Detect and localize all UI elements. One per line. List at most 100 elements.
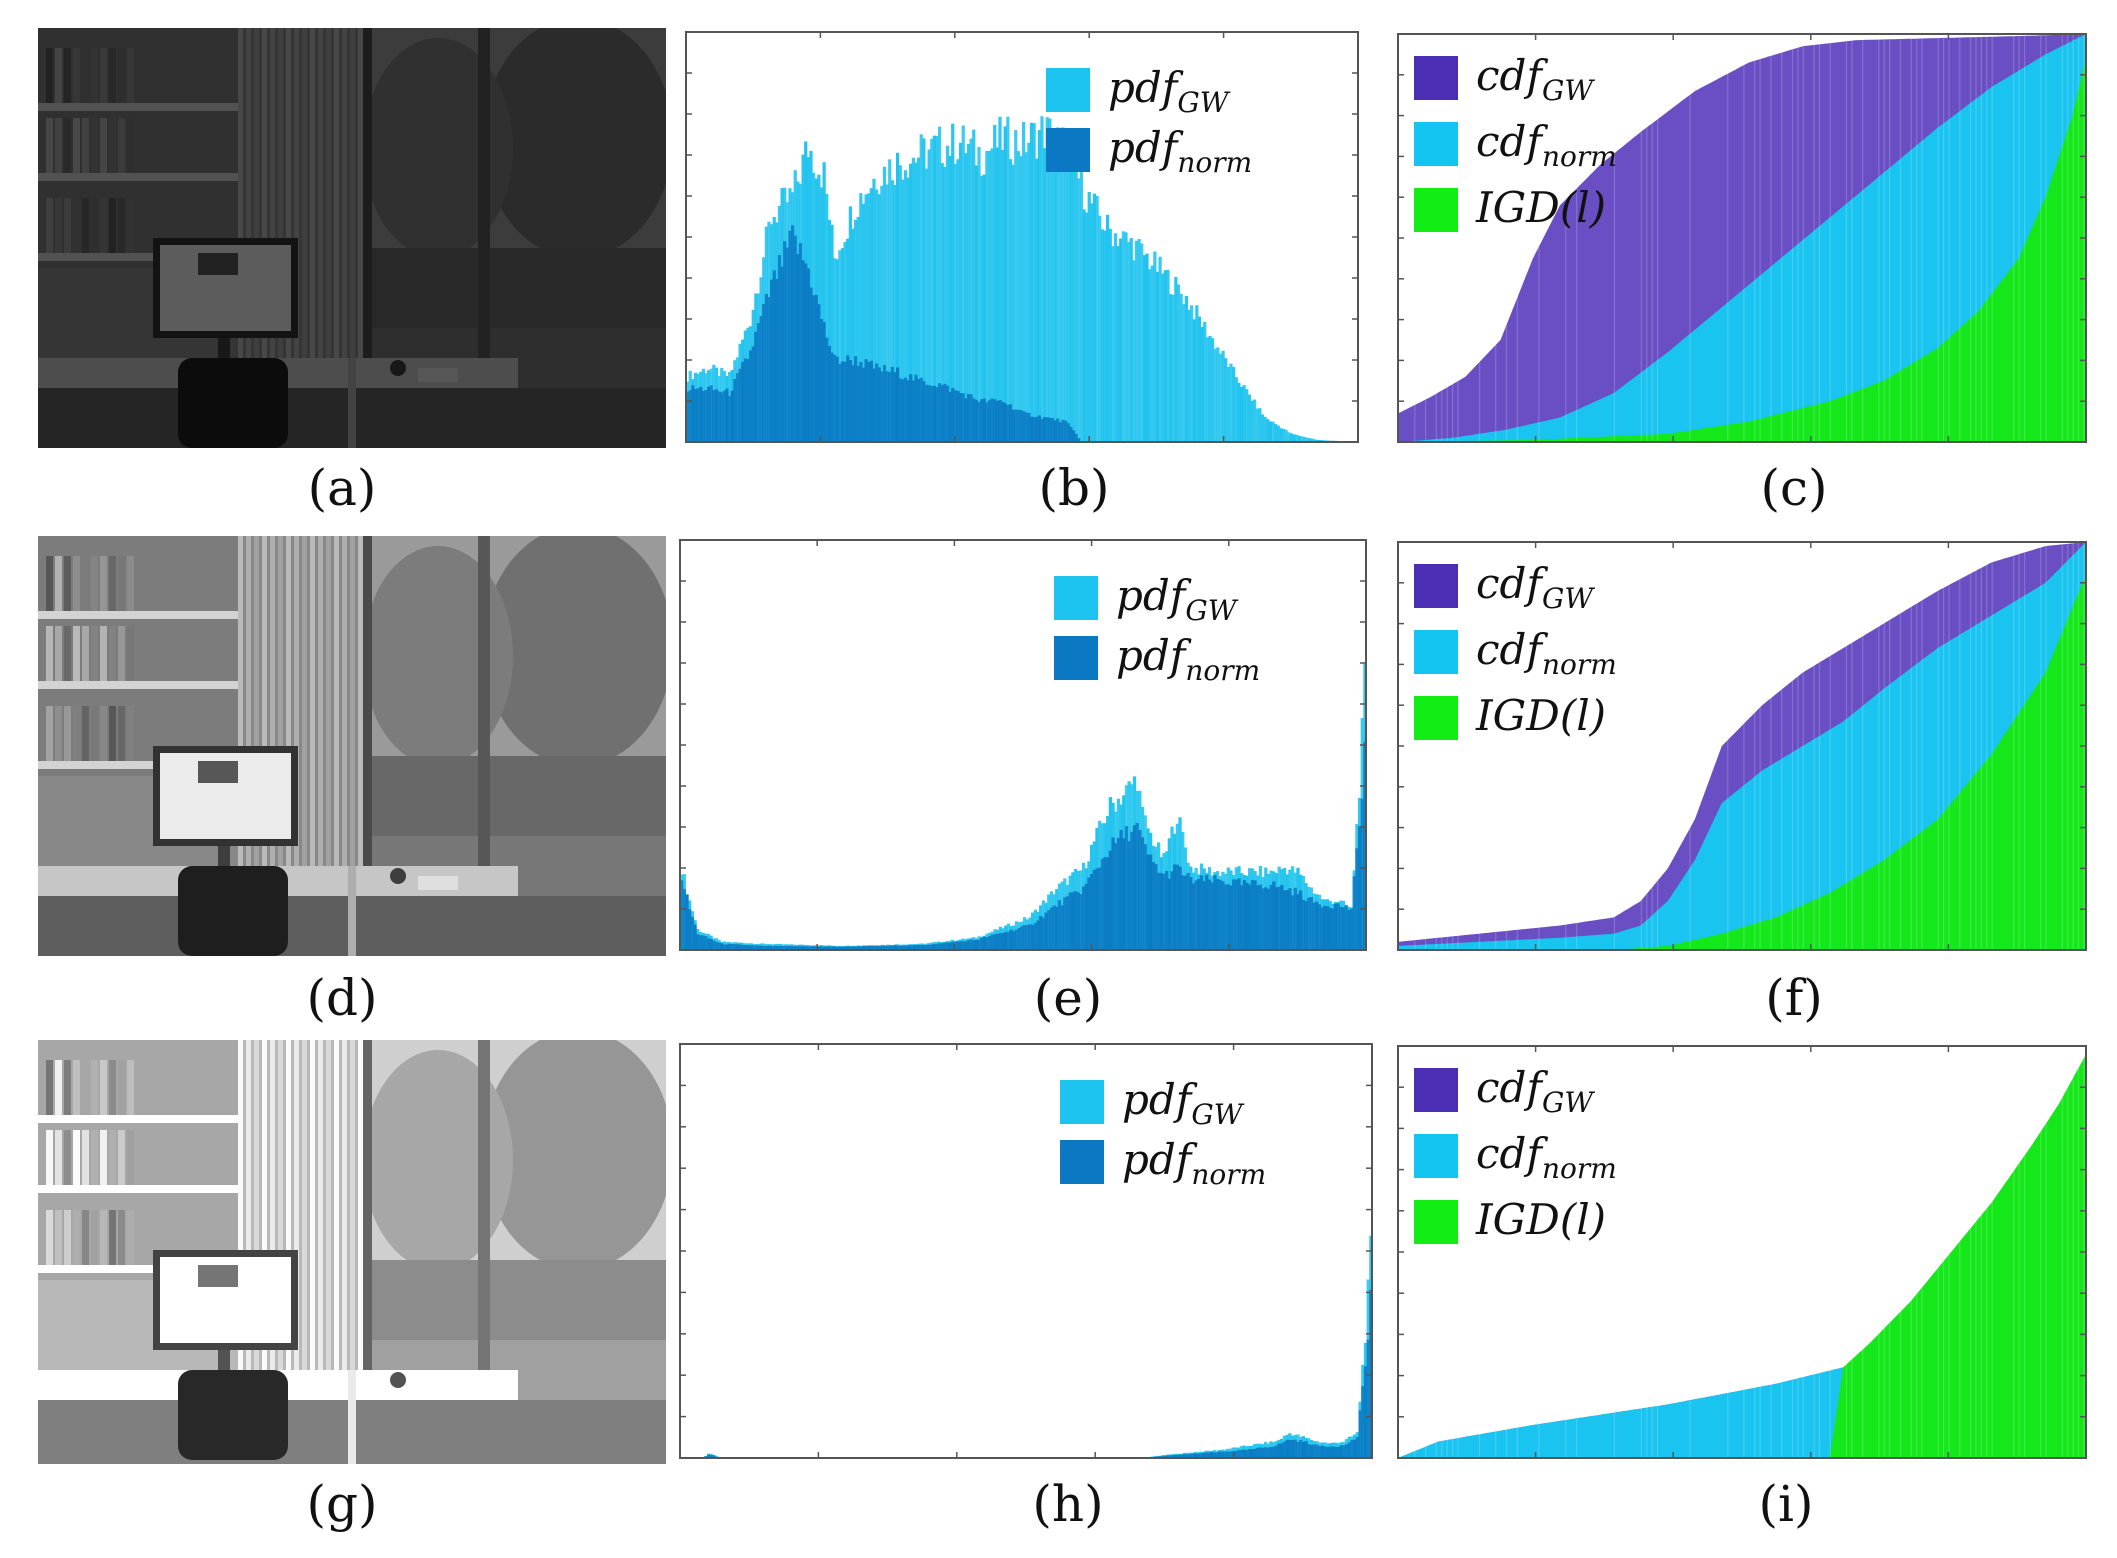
blind-slat — [254, 1040, 259, 1370]
streak — [1689, 1046, 1691, 1458]
bar-pdf-norm — [880, 945, 885, 950]
bar-pdf-norm — [930, 385, 934, 442]
streak — [1446, 542, 1448, 950]
bar-pdf-gw — [885, 184, 889, 443]
streak — [1516, 34, 1518, 442]
bar-pdf-norm — [1296, 894, 1300, 950]
streak — [1813, 542, 1815, 950]
bar-pdf-gw — [1213, 348, 1217, 442]
bar-pdf-norm — [1135, 822, 1139, 950]
streak — [1851, 1046, 1853, 1458]
bar-pdf-norm — [1196, 1453, 1200, 1458]
bar-pdf-norm — [1193, 1453, 1197, 1458]
bar-pdf-norm — [851, 946, 855, 950]
bar-pdf-norm — [1006, 931, 1011, 950]
bar-pdf-norm — [922, 381, 926, 442]
bar-pdf-norm — [1073, 891, 1078, 950]
book — [91, 1210, 98, 1265]
bar-pdf-norm — [899, 945, 904, 950]
bar-pdf-norm — [939, 943, 944, 950]
bar-pdf-norm — [1071, 430, 1076, 442]
bar-pdf-gw — [1292, 434, 1296, 442]
bar-pdf-gw — [1200, 326, 1204, 442]
streak — [1845, 542, 1848, 950]
bar-pdf-gw — [1274, 424, 1278, 442]
area-cdf-norm — [1398, 34, 2086, 442]
bar-pdf-norm — [859, 361, 863, 442]
bar-pdf-norm — [885, 371, 889, 442]
panel-label-c: (c) — [1760, 459, 1828, 517]
bar-pdf-gw — [861, 203, 866, 442]
streak — [1743, 542, 1745, 950]
streak — [2077, 1046, 2080, 1458]
bar-pdf-norm — [804, 263, 808, 442]
bar-pdf-gw — [953, 163, 957, 442]
blind-slat — [254, 536, 259, 866]
bar-pdf-norm — [883, 945, 887, 950]
bar-pdf-gw — [1027, 142, 1031, 442]
bar-pdf-gw — [1237, 382, 1241, 442]
bar-pdf-norm — [856, 365, 860, 442]
pdf-legend-swatch — [1060, 1080, 1104, 1124]
streak — [1414, 542, 1416, 950]
desk-papers — [418, 368, 458, 382]
bar-pdf-gw — [875, 189, 879, 442]
bar-pdf-gw — [1106, 214, 1110, 442]
bar-pdf-gw — [1266, 419, 1270, 442]
bar-pdf-norm — [864, 946, 869, 950]
book — [64, 118, 71, 173]
bar-pdf-norm — [1143, 844, 1147, 950]
streak — [1910, 542, 1912, 950]
bar-pdf-norm — [966, 393, 971, 442]
bar-pdf-norm — [1317, 1445, 1322, 1458]
bar-pdf-gw — [1074, 167, 1078, 442]
series-pdf-norm — [680, 741, 1367, 950]
streak — [1851, 542, 1853, 950]
bar-pdf-gw — [1153, 251, 1157, 442]
bar-pdf-norm — [688, 909, 692, 950]
bar-pdf-norm — [1301, 899, 1305, 950]
bar-pdf-norm — [867, 361, 871, 442]
pdf-legend-swatch — [1046, 68, 1090, 112]
panel-label-h: (h) — [1032, 1475, 1104, 1533]
bar-pdf-norm — [765, 945, 770, 950]
book — [100, 626, 107, 681]
bar-pdf-norm — [1162, 873, 1166, 950]
bar-pdf-norm — [751, 346, 755, 442]
bar-pdf-norm — [795, 946, 799, 950]
area-igd — [1398, 1054, 2086, 1458]
bar-pdf-norm — [898, 378, 902, 442]
bar-pdf-norm — [746, 358, 750, 442]
streak — [1646, 1046, 1648, 1458]
bar-pdf-gw — [1258, 408, 1262, 442]
bar-pdf-norm — [1250, 880, 1255, 950]
bar-pdf-norm — [1331, 1446, 1335, 1458]
streak — [1565, 34, 1567, 442]
bar-pdf-norm — [1063, 897, 1067, 950]
book — [64, 626, 71, 681]
blind-slat — [294, 1040, 299, 1370]
bar-pdf-norm — [1215, 879, 1220, 950]
blind-slat — [310, 28, 315, 358]
streak — [1516, 1046, 1518, 1458]
bar-pdf-norm — [1263, 1447, 1268, 1458]
bar-pdf-norm — [699, 386, 703, 442]
streak — [1916, 1046, 1918, 1458]
bar-pdf-norm — [1116, 837, 1121, 950]
bar-pdf-gw — [846, 238, 850, 442]
book — [46, 626, 53, 681]
bar-pdf-norm — [1226, 884, 1230, 950]
streak — [1478, 34, 1481, 442]
bar-pdf-norm — [1355, 1437, 1360, 1458]
bar-pdf-norm — [760, 945, 764, 950]
book — [82, 626, 89, 681]
monitor-window — [198, 253, 238, 275]
bar-pdf-norm — [969, 939, 973, 950]
blind-slat — [246, 536, 251, 866]
bar-pdf-gw — [935, 136, 939, 442]
book — [64, 198, 71, 253]
book — [64, 48, 71, 103]
book — [100, 1130, 107, 1185]
bar-pdf-norm — [749, 945, 753, 950]
streak — [1759, 34, 1761, 442]
